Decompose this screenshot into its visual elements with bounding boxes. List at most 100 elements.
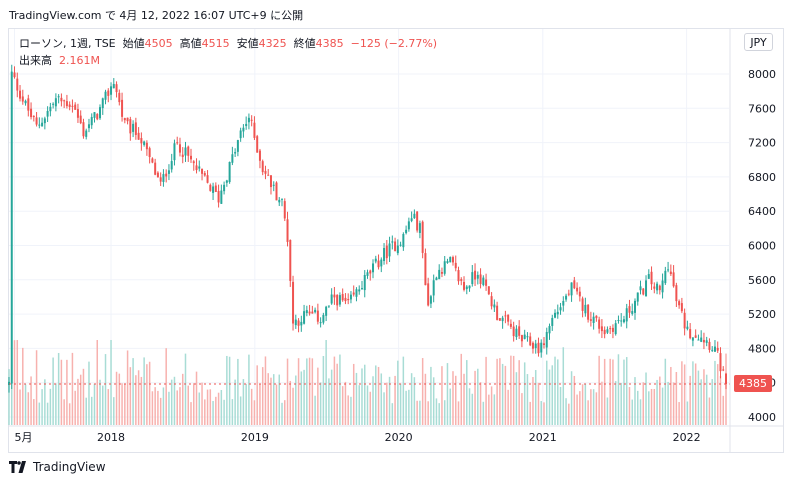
- candle-body: [74, 104, 77, 110]
- volume-bar: [664, 358, 667, 425]
- volume-bar: [63, 399, 65, 425]
- candle-body: [311, 311, 314, 314]
- candle-body: [305, 310, 308, 314]
- volume-bar: [612, 359, 614, 425]
- candle-body: [104, 91, 107, 100]
- candle-body: [678, 301, 681, 306]
- candle-body: [178, 144, 181, 153]
- candle-body: [148, 148, 151, 158]
- volume-bar: [568, 403, 570, 425]
- candle-body: [658, 285, 661, 291]
- candle-body: [680, 303, 683, 312]
- volume-bar: [300, 371, 303, 425]
- candle-body: [603, 329, 606, 335]
- candle-body: [220, 190, 223, 204]
- volume-bar: [581, 384, 584, 425]
- volume-bar: [700, 379, 702, 425]
- tradingview-logo-text: TradingView: [33, 460, 106, 474]
- y-tick-label: 6800: [748, 171, 776, 184]
- volume-bar: [496, 358, 498, 425]
- volume-bar: [151, 391, 154, 425]
- currency-button[interactable]: JPY: [744, 33, 773, 51]
- candle-body: [123, 118, 126, 121]
- volume-value: 2.161M: [59, 54, 100, 67]
- volume-bar: [543, 402, 545, 425]
- candle-body: [429, 296, 432, 304]
- volume-bar: [562, 347, 565, 425]
- volume-bar: [344, 381, 347, 425]
- candle-body: [181, 154, 184, 158]
- candle-body: [203, 173, 206, 176]
- candle-body: [242, 127, 245, 132]
- volume-bar: [132, 358, 134, 425]
- volume-bar: [474, 370, 476, 425]
- tradingview-logo[interactable]: TradingView: [9, 460, 106, 474]
- candle-body: [54, 98, 57, 107]
- volume-bar: [193, 383, 195, 425]
- candle-body: [300, 321, 303, 326]
- volume-bar: [383, 392, 385, 425]
- candle-body: [374, 258, 377, 262]
- volume-bar: [645, 372, 647, 425]
- candle-body: [672, 272, 675, 287]
- x-tick-label: 2019: [241, 431, 269, 444]
- candle-body: [573, 280, 576, 289]
- candle-body: [27, 98, 30, 111]
- volume-bar: [546, 360, 548, 425]
- volume-bar: [173, 376, 176, 425]
- volume-bar: [427, 401, 429, 425]
- high-value: 4515: [201, 37, 230, 50]
- candle-body: [675, 285, 678, 302]
- volume-bar: [656, 379, 658, 425]
- close-label: 終値: [293, 37, 316, 50]
- candle-body: [267, 174, 270, 176]
- volume-bar: [587, 400, 589, 425]
- candle-body: [540, 342, 543, 353]
- volume-bar: [391, 403, 394, 425]
- volume-bar: [689, 375, 691, 425]
- candle-body: [427, 283, 430, 306]
- volume-bar: [341, 386, 344, 425]
- volume-bar: [711, 379, 713, 425]
- volume-bar: [143, 357, 145, 425]
- candle-body: [96, 114, 99, 120]
- volume-bar: [226, 355, 228, 425]
- candle-body: [413, 213, 416, 219]
- candle-body: [617, 320, 620, 322]
- candle-body: [705, 340, 708, 343]
- volume-bar: [242, 379, 245, 425]
- volume-bar: [190, 402, 192, 425]
- candle-body: [385, 245, 388, 259]
- candle-body: [578, 291, 581, 297]
- y-tick-label: 5200: [748, 308, 776, 321]
- volume-bar: [176, 390, 178, 425]
- volume-bar: [170, 379, 173, 425]
- candle-body: [206, 175, 209, 183]
- volume-bar: [402, 356, 405, 425]
- candle-body: [212, 186, 215, 193]
- candle-body: [482, 277, 485, 286]
- candle-body: [661, 280, 664, 293]
- candle-body: [87, 124, 90, 129]
- candle-body: [85, 130, 88, 137]
- candle-body: [159, 177, 162, 182]
- volume-bar: [319, 382, 322, 425]
- volume-bar: [306, 358, 308, 425]
- candle-body: [689, 329, 692, 339]
- candle-body: [316, 310, 319, 322]
- volume-bar: [394, 375, 396, 425]
- volume-bar: [529, 401, 531, 425]
- volume-bar: [278, 374, 281, 425]
- x-tick-label: 2022: [673, 431, 701, 444]
- volume-bar: [35, 350, 38, 425]
- candle-body: [121, 99, 124, 117]
- volume-bar: [512, 355, 515, 425]
- volume-bar: [366, 385, 369, 425]
- volume-bar: [55, 383, 57, 425]
- volume-bar: [493, 394, 496, 425]
- candle-body: [330, 294, 333, 304]
- volume-bar: [284, 400, 286, 425]
- candle-body: [556, 311, 559, 315]
- volume-bar: [435, 398, 438, 425]
